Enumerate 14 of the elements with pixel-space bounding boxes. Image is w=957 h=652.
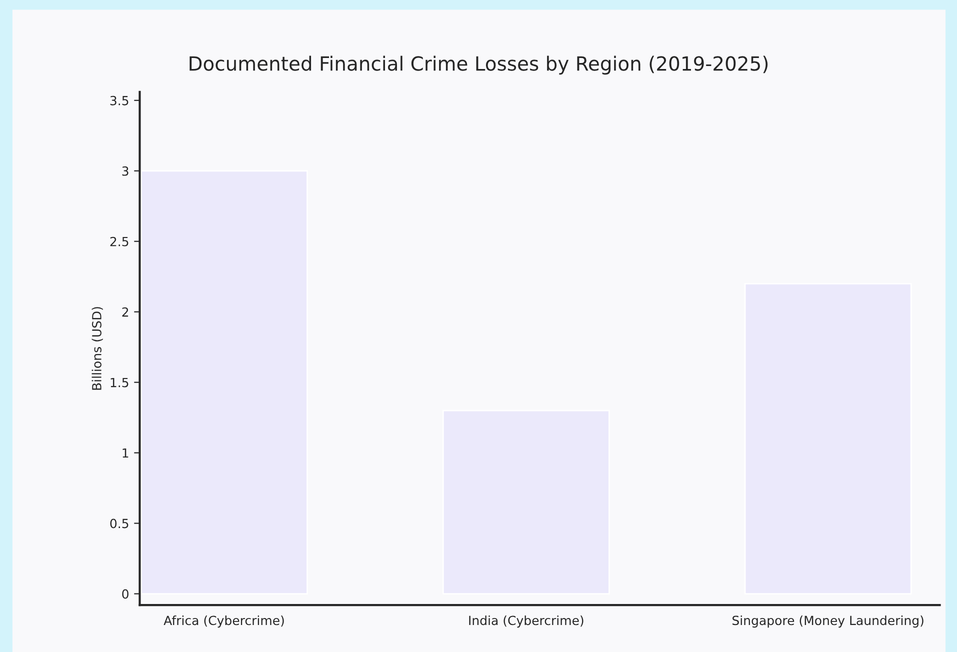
bar xyxy=(140,170,308,594)
y-tick-label: 1.5 xyxy=(110,378,128,388)
y-tick-label: 3 xyxy=(122,166,128,176)
x-tick-label: India (Cybercrime) xyxy=(469,615,584,628)
y-tick-label: 0 xyxy=(122,589,128,599)
x-tick-label: Africa (Cybercrime) xyxy=(164,615,284,628)
y-tick-label: 3.5 xyxy=(110,96,128,106)
y-axis-title: Billions (USD) xyxy=(92,307,103,390)
y-tick-label: 0.5 xyxy=(110,518,128,528)
chart-title: Documented Financial Crime Losses by Region (2019-2025) xyxy=(190,56,768,75)
x-tick-label: Singapore (Money Laundering) xyxy=(732,615,924,628)
y-tick-label: 2.5 xyxy=(110,236,128,246)
y-tick-label: 1 xyxy=(122,448,128,458)
y-tick-label: 2 xyxy=(122,307,128,317)
